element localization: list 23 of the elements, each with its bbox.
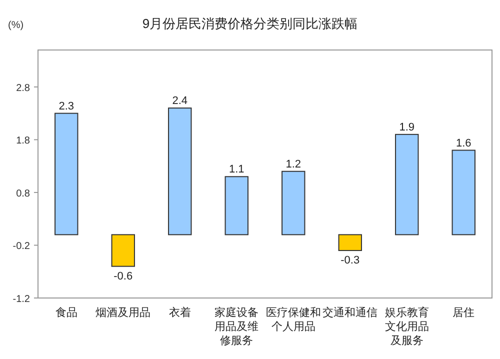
x-tick-label: 医疗保健和个人用品 [266,306,321,333]
data-label: -0.3 [340,254,360,267]
data-label: -0.6 [114,270,133,282]
x-tick-label: 烟酒及用品 [96,306,151,319]
x-tick-label: 居住 [452,307,475,319]
y-tick-label: -1.2 [12,294,30,305]
data-label: 2.4 [172,95,188,108]
x-tick-label: 娱乐教育文化用品及服务 [384,306,429,347]
y-tick-label: 0.8 [16,188,30,200]
data-label: 1.9 [399,121,415,134]
x-tick-label: 家庭设备用品及维修服务 [214,306,259,347]
x-tick-label: 交通和通信 [322,306,378,319]
x-tick-label: 食品 [55,307,78,319]
data-label: 2.3 [58,100,74,112]
y-tick-label: 2.8 [16,82,30,94]
ylabel: (%) [8,20,24,31]
x-tick-label: 衣着 [168,306,191,319]
data-label: 1.1 [228,164,244,176]
y-tick-label: -0.2 [12,241,30,252]
data-label: 1.6 [456,137,472,150]
y-tick-label: 1.8 [16,136,30,147]
title: 9月份居民消费价格分类别同比涨跌幅 [142,16,358,31]
data-label: 1.2 [286,158,302,170]
